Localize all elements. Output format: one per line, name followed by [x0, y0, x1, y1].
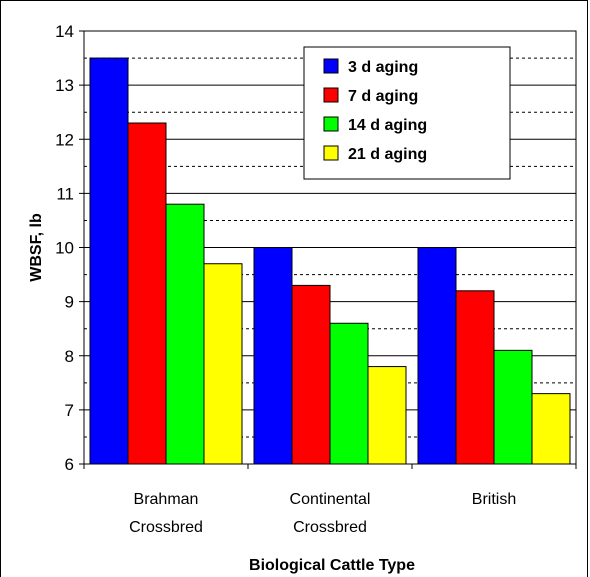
y-axis-ticks: 6 7 8 9 10 11 12 13 14 — [55, 22, 84, 474]
x-category-label: Brahman — [134, 491, 199, 508]
bar — [253, 247, 293, 465]
bar — [493, 349, 533, 465]
legend-label: 21 d aging — [348, 146, 427, 163]
bar — [367, 366, 407, 465]
bar — [291, 284, 331, 465]
x-category-label: Crossbred — [293, 519, 367, 536]
legend-swatch — [323, 87, 339, 103]
y-tick-label: 10 — [55, 239, 74, 258]
bar — [455, 290, 495, 465]
legend-label: 14 d aging — [348, 117, 427, 134]
bar — [329, 322, 369, 465]
bar — [203, 263, 243, 465]
y-tick-label: 14 — [55, 22, 74, 41]
x-category-label: Crossbred — [129, 519, 203, 536]
y-tick-label: 9 — [65, 293, 74, 312]
legend-label: 3 d aging — [348, 59, 418, 76]
y-tick-label: 8 — [65, 347, 74, 366]
y-tick-label: 11 — [56, 184, 74, 203]
legend-swatch — [323, 116, 339, 132]
y-tick-label: 7 — [65, 401, 74, 420]
legend-swatch — [323, 58, 339, 74]
legend-swatch — [323, 145, 339, 161]
bar — [89, 57, 129, 465]
y-tick-label: 6 — [65, 455, 74, 474]
y-tick-label: 12 — [55, 130, 74, 149]
x-category-label: British — [472, 491, 516, 508]
y-tick-label: 13 — [55, 76, 74, 95]
bar — [417, 247, 457, 465]
x-category-label: Continental — [290, 491, 371, 508]
legend-label: 7 d aging — [348, 88, 418, 105]
x-axis-title: Biological Cattle Type — [249, 557, 415, 574]
bars — [89, 57, 571, 465]
legend: 3 d aging 7 d aging 14 d aging 21 d aging — [303, 46, 511, 180]
bar — [127, 122, 167, 465]
bar — [531, 393, 571, 465]
y-axis-title: WBSF, lb — [28, 213, 45, 282]
x-axis-categories: Brahman Crossbred Continental Crossbred Brit… — [83, 464, 577, 536]
bar — [165, 203, 205, 465]
